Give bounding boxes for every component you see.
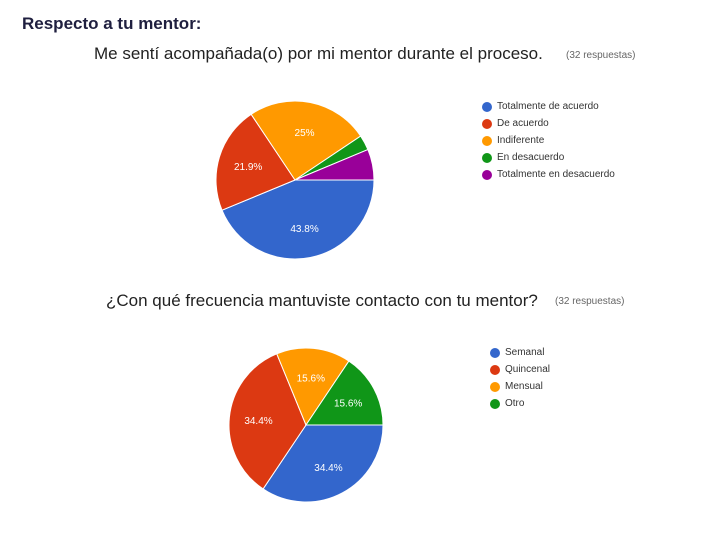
chart-2-response-count: (32 respuestas) [555, 296, 625, 307]
legend-label: Quincenal [505, 364, 551, 375]
chart-1-legend: Totalmente de acuerdo De acuerdo Indiferen… [482, 98, 615, 183]
pie-label-quincenal: 34.4% [244, 416, 272, 427]
legend-item-de-acuerdo: De acuerdo [482, 115, 615, 132]
legend-label: En desacuerdo [497, 152, 565, 163]
chart-1-pie: 43.8% 21.9% 25% [215, 100, 375, 260]
pie-slice-totalmente-de-acuerdo [221, 179, 375, 260]
legend-swatch [490, 381, 500, 392]
pie-slice-otro [305, 360, 384, 426]
legend-label: Totalmente de acuerdo [497, 101, 599, 112]
legend-swatch [482, 169, 492, 180]
legend-item-en-desacuerdo: En desacuerdo [482, 149, 615, 166]
legend-label: De acuerdo [497, 118, 549, 129]
legend-label: Totalmente en desacuerdo [497, 169, 615, 180]
legend-item-indiferente: Indiferente [482, 132, 615, 149]
pie-slice-indiferente [250, 100, 362, 181]
chart-1-response-count: (32 respuestas) [566, 50, 636, 61]
legend-label: Indiferente [497, 135, 545, 146]
legend-swatch [482, 118, 492, 129]
legend-swatch [482, 135, 492, 146]
legend-swatch [490, 347, 500, 358]
legend-swatch [490, 364, 500, 375]
legend-label: Mensual [505, 381, 543, 392]
legend-swatch [482, 101, 492, 112]
legend-swatch [482, 152, 492, 163]
legend-label: Semanal [505, 347, 545, 358]
chart-2-title: ¿Con qué frecuencia mantuviste contacto … [106, 291, 538, 310]
chart-2-legend: Semanal Quincenal Mensual Otro [490, 344, 550, 412]
pie-label-totalmente-de-acuerdo: 43.8% [290, 224, 318, 235]
legend-item-semanal: Semanal [490, 344, 550, 361]
legend-label: Otro [505, 398, 525, 409]
slide-heading: Respecto a tu mentor: [22, 14, 202, 33]
legend-item-mensual: Mensual [490, 378, 550, 395]
pie-slice-totalmente-en-desacuerdo [294, 148, 375, 181]
chart-1-title: Me sentí acompañada(o) por mi mentor dur… [94, 44, 543, 63]
legend-swatch [490, 398, 500, 409]
legend-item-totalmente-de-acuerdo: Totalmente de acuerdo [482, 98, 615, 115]
pie-label-otro: 15.6% [334, 399, 362, 410]
pie-slice-quincenal [228, 353, 307, 490]
pie-label-indiferente: 25% [295, 128, 315, 139]
pie-label-mensual: 15.6% [297, 374, 325, 385]
pie-slice-semanal [262, 424, 384, 503]
legend-item-totalmente-en-desacuerdo: Totalmente en desacuerdo [482, 166, 615, 183]
pie-slice-mensual [276, 347, 350, 427]
chart-2-pie: 34.4% 34.4% 15.6% 15.6% [228, 347, 384, 503]
legend-item-quincenal: Quincenal [490, 361, 550, 378]
pie-slice-de-acuerdo [215, 113, 296, 211]
pie-label-semanal: 34.4% [314, 463, 342, 474]
legend-item-otro: Otro [490, 395, 550, 412]
pie-label-de-acuerdo: 21.9% [234, 162, 262, 173]
